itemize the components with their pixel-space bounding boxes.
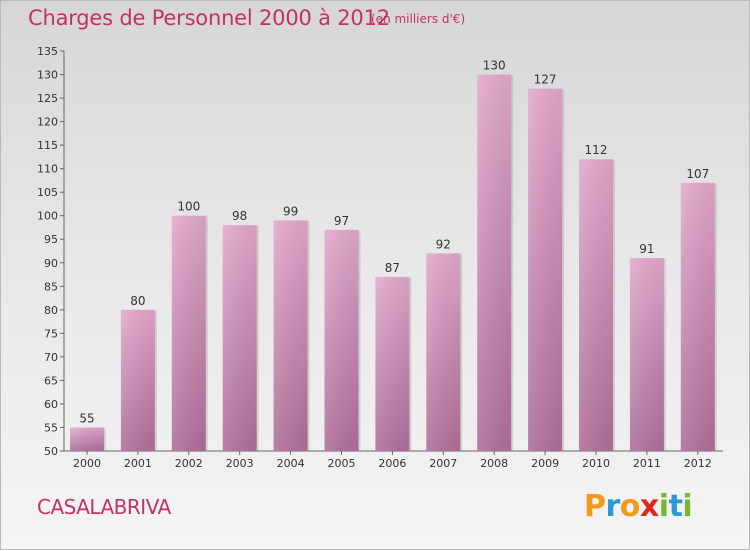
bar-highlight xyxy=(426,253,461,451)
bar-highlight xyxy=(579,159,613,451)
x-tick-label: 2003 xyxy=(226,457,254,470)
data-label: 130 xyxy=(483,59,506,73)
y-tick-label: 95 xyxy=(44,233,58,246)
x-tick-label: 2006 xyxy=(378,457,406,470)
y-tick-label: 55 xyxy=(44,421,58,434)
x-tick-label: 2002 xyxy=(175,457,203,470)
y-tick-label: 125 xyxy=(37,92,58,105)
y-tick-label: 85 xyxy=(44,280,58,293)
bar-highlight xyxy=(120,309,155,451)
data-label: 91 xyxy=(639,242,654,256)
bar-highlight xyxy=(528,88,563,451)
y-tick-label: 70 xyxy=(44,351,58,364)
data-label: 80 xyxy=(130,294,145,308)
data-label: 112 xyxy=(585,143,608,157)
y-tick-label: 90 xyxy=(44,257,58,270)
logo-letter: i xyxy=(658,489,669,524)
x-tick-label: 2004 xyxy=(277,457,305,470)
y-tick-label: 65 xyxy=(44,374,58,387)
x-tick-label: 2000 xyxy=(73,457,101,470)
y-tick-label: 60 xyxy=(44,398,58,411)
bar-highlight xyxy=(171,215,206,451)
y-tick-label: 120 xyxy=(37,116,58,129)
x-tick-label: 2012 xyxy=(684,457,712,470)
x-tick-label: 2008 xyxy=(480,457,508,470)
bar-highlight xyxy=(477,74,512,451)
data-label: 98 xyxy=(232,209,247,223)
data-label: 87 xyxy=(385,261,400,275)
logo-letter: r xyxy=(605,489,621,524)
x-tick-label: 2007 xyxy=(429,457,457,470)
bar-highlight xyxy=(273,220,308,451)
x-tick-label: 2009 xyxy=(531,457,559,470)
bar-highlight xyxy=(324,229,359,451)
y-tick-label: 130 xyxy=(37,69,58,82)
bar-highlight xyxy=(70,427,104,451)
logo-letter: x xyxy=(639,489,659,524)
chart-subtitle: (en milliers d'€) xyxy=(371,12,466,26)
bar-highlight xyxy=(222,225,257,451)
bar-highlight xyxy=(629,258,664,451)
x-tick-label: 2010 xyxy=(582,457,610,470)
y-tick-label: 75 xyxy=(44,327,58,340)
data-label: 55 xyxy=(79,411,94,425)
y-tick-label: 50 xyxy=(44,445,58,458)
data-label: 100 xyxy=(177,200,200,214)
data-label: 107 xyxy=(686,167,709,181)
y-tick-label: 115 xyxy=(37,139,58,152)
y-tick-label: 80 xyxy=(44,304,58,317)
logo-letter: i xyxy=(682,489,693,524)
bar-highlight xyxy=(375,276,410,451)
x-tick-label: 2005 xyxy=(328,457,356,470)
logo-letter: P xyxy=(584,489,606,524)
x-tick-label: 2001 xyxy=(124,457,152,470)
chart-title: Charges de Personnel 2000 à 2012 xyxy=(28,6,390,30)
y-tick-label: 135 xyxy=(37,45,58,58)
y-tick-label: 105 xyxy=(37,186,58,199)
data-label: 97 xyxy=(334,214,349,228)
x-tick-label: 2011 xyxy=(633,457,661,470)
y-tick-label: 100 xyxy=(37,210,58,223)
proxiti-logo[interactable]: Proxiti xyxy=(584,489,693,524)
logo-letter: t xyxy=(668,489,683,524)
y-tick-label: 110 xyxy=(37,163,58,176)
logo-letter: o xyxy=(619,489,641,524)
data-label: 99 xyxy=(283,204,298,218)
bar-highlight xyxy=(680,182,715,451)
commune-name: CASALABRIVA xyxy=(37,495,171,519)
data-label: 127 xyxy=(534,73,557,87)
data-label: 92 xyxy=(436,237,451,251)
